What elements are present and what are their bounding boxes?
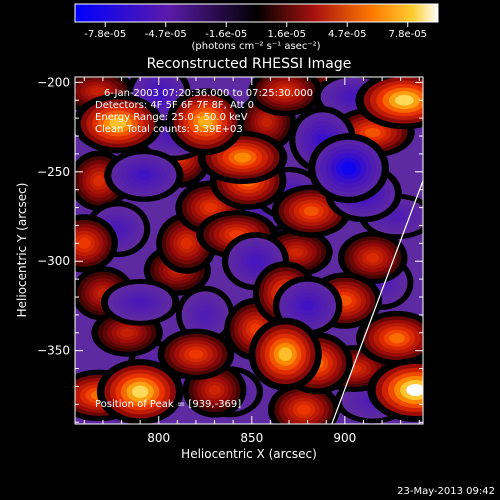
annotation-block: 6-Jan-2003 07:20:36.000 to 07:25:30.000 …: [95, 88, 313, 410]
colorbar-tick-label: 4.7e-05: [328, 29, 366, 40]
emission-source: [182, 362, 247, 418]
emission-source: [355, 77, 423, 130]
colorbar-tick-label: 1.6e-05: [268, 29, 306, 40]
plot-frame: [74, 76, 424, 425]
emission-source: [356, 310, 423, 366]
y-tick-label: −300: [37, 254, 70, 268]
contour-band: [197, 115, 213, 128]
colorbar-tick-label: -1.6e-05: [205, 29, 247, 40]
heatmap: [75, 77, 423, 424]
contour-band: [132, 298, 148, 307]
footer-timestamp: 23-May-2013 09:42: [397, 486, 495, 497]
annotation-time: 6-Jan-2003 07:20:36.000 to 07:25:30.000: [104, 88, 313, 99]
contour-band: [233, 152, 252, 163]
x-tick-label: 900: [333, 431, 356, 445]
contour-band: [204, 202, 218, 213]
colorbar: -7.8e-05 -4.7e-05 -1.6e-05 1.6e-05 4.7e-05 7.…: [74, 3, 439, 52]
axis-ticks: 800 850 900 −200 −250 −300 −350: [37, 75, 423, 445]
contour-band: [131, 385, 149, 398]
colorbar-tick-label: -7.8e-05: [84, 29, 126, 40]
contour-band: [278, 347, 293, 362]
negative-residual: [100, 278, 180, 326]
contour-band: [289, 247, 304, 257]
y-tick-label: −250: [37, 165, 70, 179]
y-tick-label: −200: [37, 75, 70, 89]
contour-band: [301, 300, 315, 312]
contour-band: [303, 206, 319, 217]
x-tick-label: 850: [240, 431, 263, 445]
y-axis-label: Heliocentric Y (arcsec): [15, 183, 29, 318]
contour-band: [249, 255, 262, 267]
contour-band: [208, 384, 221, 396]
emission-source: [75, 93, 163, 154]
contour-band: [180, 237, 193, 250]
emission-source: [248, 77, 323, 117]
colorbar-tick-label: 7.8e-05: [389, 29, 427, 40]
contour-band: [261, 116, 273, 128]
contour-band: [77, 237, 91, 249]
contour-band: [188, 349, 204, 359]
solar-limb-line: [331, 180, 423, 424]
colorbar-ticks: -7.8e-05 -4.7e-05 -1.6e-05 1.6e-05 4.7e-05 7.…: [84, 22, 427, 40]
contour-band: [152, 88, 165, 101]
emission-source: [367, 358, 423, 423]
emission-source: [96, 359, 184, 424]
contour-band: [406, 384, 423, 397]
emission-source: [267, 382, 340, 424]
peak-position-label: Position of Peak = [939,-369]: [95, 399, 241, 410]
contour-band: [120, 328, 134, 338]
emission-source: [157, 328, 235, 380]
contour-band: [389, 212, 405, 221]
emission-source: [337, 231, 408, 285]
contour-band: [395, 94, 414, 106]
colorbar-units: (photons cm⁻² s⁻¹ asec⁻²): [191, 41, 320, 52]
contour-band: [364, 127, 381, 138]
contour-band: [366, 252, 380, 263]
emission-source: [166, 88, 244, 156]
emission-source: [271, 184, 351, 238]
contour-band: [90, 87, 105, 96]
negative-residual: [308, 133, 389, 204]
contour-band: [93, 175, 105, 187]
annotation-detectors: Detectors: 4F 5F 6F 7F 8F, Att 0: [95, 100, 254, 111]
contour-band: [340, 161, 357, 175]
chart-title: Reconstructed RHESSI Image: [147, 56, 352, 72]
emission-source: [248, 317, 322, 391]
contour-band: [278, 86, 293, 96]
contour-band: [389, 333, 405, 344]
colorbar-gradient: [74, 3, 439, 23]
contour-band: [109, 117, 127, 130]
contour-band: [297, 404, 311, 415]
x-axis-label: Heliocentric X (arcsec): [181, 447, 317, 461]
emission-source: [75, 214, 118, 273]
y-tick-label: −350: [37, 344, 70, 358]
annotation-counts: Clean Total counts: 3.39E+03: [95, 124, 243, 135]
annotation-energy: Energy Range: 25.0 - 50.0 keV: [95, 112, 248, 123]
colorbar-tick-label: -4.7e-05: [145, 29, 187, 40]
negative-residual: [104, 148, 184, 202]
plot-area: 800 850 900 −200 −250 −300 −350: [37, 75, 424, 445]
contour-band: [136, 170, 152, 181]
x-tick-label: 800: [147, 431, 170, 445]
contour-band: [199, 309, 211, 321]
